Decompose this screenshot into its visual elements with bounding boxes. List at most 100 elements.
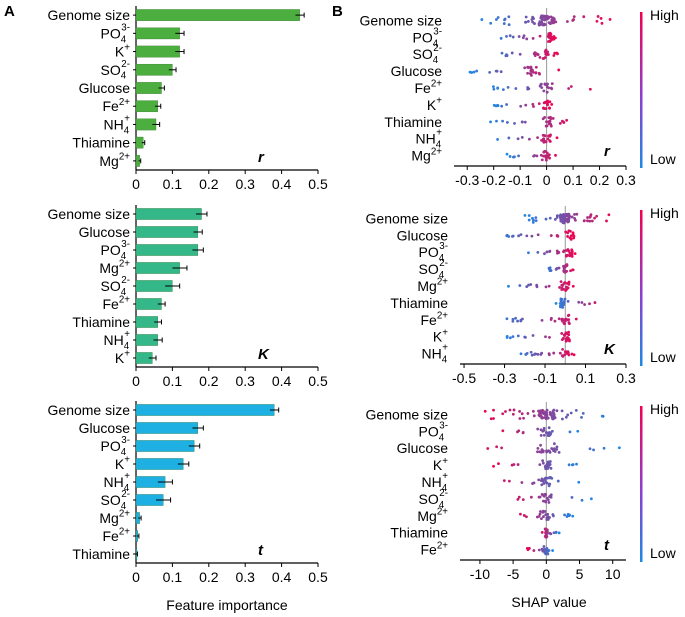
shap-point (555, 215, 559, 219)
feature-label: Thiamine (390, 295, 448, 311)
shap-point (555, 447, 559, 451)
shap-point (566, 235, 569, 238)
shap-point (588, 219, 592, 223)
shap-point (489, 120, 492, 124)
shap-point (567, 87, 571, 90)
bar (135, 27, 180, 40)
shap-point (540, 530, 544, 534)
x-tick-label: 0.5 (308, 176, 328, 192)
shap-point (567, 338, 571, 342)
shap-point (556, 479, 560, 483)
shap-point (555, 136, 559, 140)
feature-label: NH4+ (421, 471, 448, 494)
x-tick-label: 0.4 (272, 569, 292, 585)
shap-point (541, 416, 544, 420)
shap-point (555, 233, 559, 237)
shap-point (539, 82, 543, 86)
bar (135, 440, 195, 452)
shap-point (507, 23, 511, 27)
x-tick-label: 0.1 (163, 569, 183, 585)
shap-point (555, 51, 559, 55)
x-tick-label: 0.1 (576, 370, 596, 386)
shap-point (539, 450, 543, 454)
shap-point (541, 461, 545, 465)
shap-point (557, 68, 561, 72)
shap-point (563, 297, 567, 301)
feature-label: Glucose (391, 63, 443, 79)
shap-point (535, 283, 539, 287)
shap-point (522, 514, 526, 517)
shap-point (577, 480, 581, 484)
shap-point (539, 153, 543, 157)
shap-point (529, 283, 533, 286)
shap-point (544, 480, 548, 484)
shap-point (505, 317, 509, 321)
shap-point (570, 496, 574, 499)
shap-point (541, 459, 545, 463)
shap-point (552, 351, 556, 355)
shap-point (540, 318, 544, 322)
shap-point (532, 17, 535, 20)
x-tick-label: 0 (132, 176, 140, 192)
shap-point (550, 35, 553, 39)
shap-point (545, 462, 549, 466)
x-tick-label: -0.1 (533, 370, 557, 386)
shap-point (526, 65, 530, 69)
shap-point (545, 124, 549, 128)
shap-point (575, 462, 578, 466)
shap-point (550, 87, 554, 91)
shap-point (596, 15, 600, 18)
feature-label: SO42- (412, 43, 442, 66)
charts-group: Genome sizePO43-K+SO42-GlucoseFe2+NH4+Th… (48, 6, 679, 613)
shap-point (555, 445, 559, 449)
shap-point (567, 212, 571, 216)
shap-point (517, 495, 521, 499)
shap-point (530, 353, 534, 357)
shap-point (568, 254, 572, 258)
feature-label: Fe2+ (414, 79, 442, 96)
shap-point (510, 463, 514, 467)
shap-point (542, 89, 546, 93)
shap-point (558, 214, 562, 218)
category-label: Glucose (79, 420, 131, 436)
shap-point (531, 482, 534, 485)
shap-point (588, 302, 591, 306)
category-label: Fe2+ (102, 295, 130, 312)
shap-point (514, 316, 517, 320)
shap-point (570, 249, 574, 253)
shap-point (581, 411, 585, 415)
bar (135, 45, 180, 58)
colorbar-low-label: Low (650, 349, 677, 365)
shap-point (555, 249, 559, 253)
feature-label: NH4+ (415, 128, 442, 151)
x-axis-label: SHAP value (511, 594, 586, 610)
category-label: SO42- (100, 59, 130, 82)
shap-point (536, 53, 540, 56)
shap-point (538, 463, 542, 467)
shap-point (501, 429, 505, 433)
shap-point (543, 527, 547, 531)
shap-point (570, 352, 574, 356)
shap-point (593, 301, 597, 304)
shap-point (537, 409, 540, 413)
shap-point (541, 57, 545, 60)
x-tick-label: 0.1 (563, 172, 583, 188)
shap-point (549, 476, 553, 480)
shap-point (541, 499, 545, 503)
shap-point (543, 492, 547, 496)
shap-point (569, 237, 573, 241)
shap-chart-0: Genome sizePO43-SO42-GlucoseFe2+K+Thiami… (360, 7, 679, 188)
shap-point (548, 122, 552, 126)
shap-point (552, 54, 556, 57)
shap-point (550, 19, 554, 23)
shap-point (567, 282, 571, 286)
shap-point (518, 284, 522, 287)
shap-point (553, 319, 557, 323)
shap-point (544, 531, 547, 535)
x-tick-label: 0.2 (199, 373, 219, 389)
x-tick-label: 0.5 (308, 569, 328, 585)
shap-point (541, 429, 545, 433)
shap-point (547, 501, 551, 504)
shap-point (570, 215, 574, 219)
shap-point (510, 51, 514, 55)
